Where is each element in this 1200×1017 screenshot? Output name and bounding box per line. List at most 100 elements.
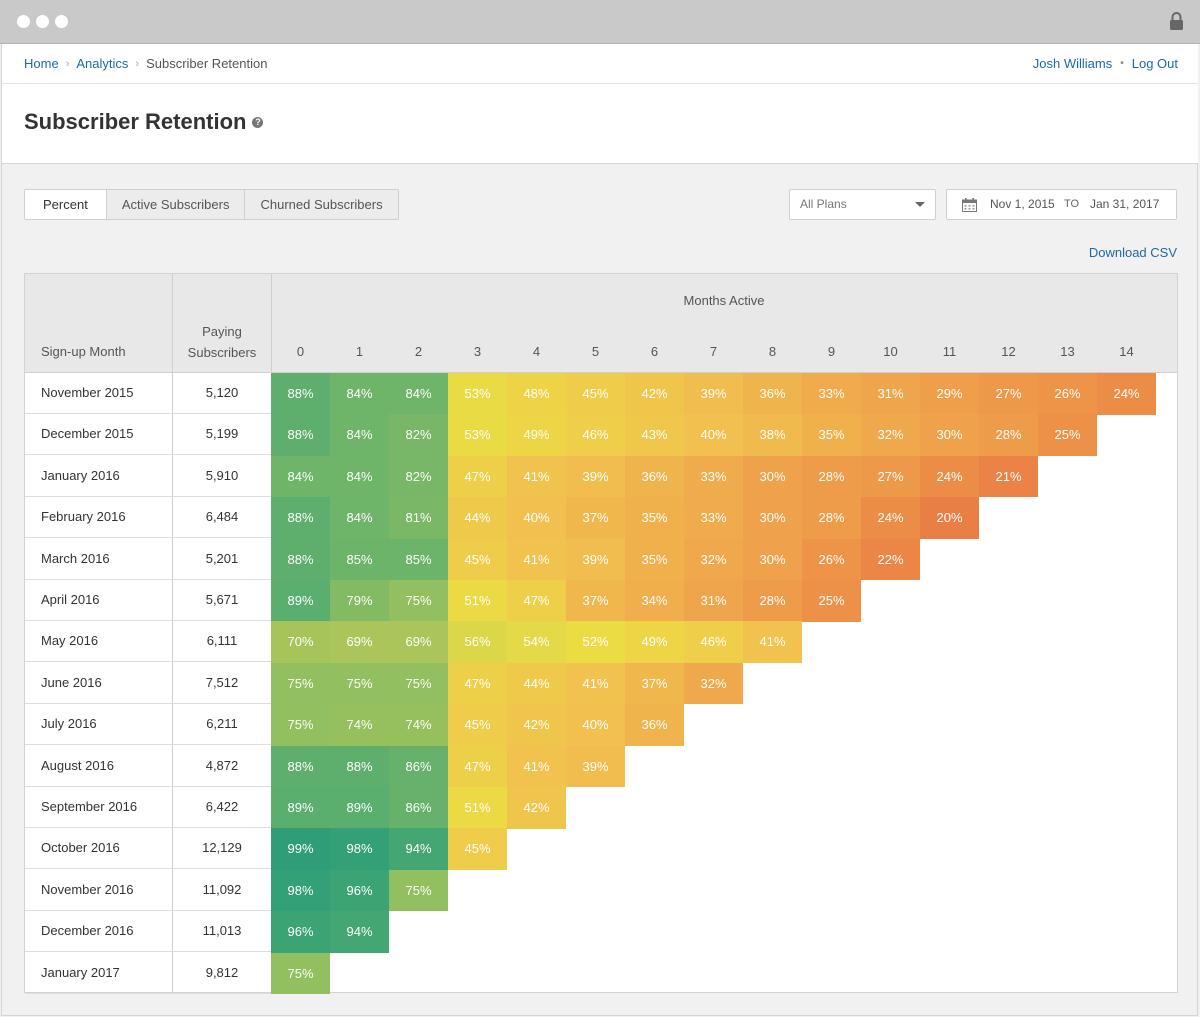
retention-cell: 88% (271, 497, 330, 539)
signup-month-cell: February 2016 (41, 509, 126, 525)
top-nav: Home › Analytics › Subscriber Retention … (2, 44, 1198, 84)
window-zoom-dot[interactable] (55, 15, 68, 28)
retention-cell: 88% (330, 745, 389, 788)
breadcrumb-current: Subscriber Retention (146, 56, 268, 71)
retention-table: Sign-up Month Paying Subscribers Months … (24, 273, 1178, 995)
retention-cell: 35% (625, 538, 684, 581)
retention-cell: 69% (330, 621, 389, 663)
month-number-header: 11 (942, 344, 957, 359)
retention-cell: 28% (979, 414, 1038, 456)
paying-subscribers-cell: 7,512 (205, 674, 239, 690)
table-row: January 2017 9,812 75% (25, 952, 1177, 995)
retention-cell: 27% (979, 373, 1038, 415)
plan-select-value: All Plans (800, 197, 847, 211)
retention-cell: 32% (684, 538, 743, 581)
retention-cell: 30% (743, 538, 802, 581)
date-to[interactable]: Jan 31, 2017 (1090, 197, 1160, 211)
retention-cell: 40% (566, 704, 625, 746)
retention-cell: 37% (625, 662, 684, 705)
retention-cell: 39% (566, 455, 625, 498)
logout-link[interactable]: Log Out (1131, 56, 1178, 71)
user-separator: • (1120, 58, 1124, 69)
tab-churned-subscribers[interactable]: Churned Subscribers (260, 197, 383, 212)
retention-cell: 69% (389, 621, 448, 663)
table-row: August 2016 4,872 88% 88% 86% 47% 41% 39% (25, 745, 1177, 788)
table-row: November 2016 11,092 98% 96% 75% (25, 869, 1177, 912)
paying-subscribers-cell: 6,484 (205, 509, 239, 525)
paying-subscribers-cell: 9,812 (205, 964, 239, 980)
paying-subscribers-cell: 6,211 (206, 716, 238, 732)
retention-cell: 37% (566, 497, 625, 539)
month-number-header: 3 (473, 344, 482, 359)
window-minimize-dot[interactable] (36, 15, 49, 28)
tab-active-subscribers[interactable]: Active Subscribers (107, 190, 246, 219)
paying-subscribers-cell: 11,013 (202, 923, 242, 939)
retention-cell: 86% (389, 745, 448, 788)
retention-cell: 20% (920, 497, 979, 539)
month-number-header: 6 (650, 344, 659, 359)
retention-cell: 74% (389, 704, 448, 746)
date-from[interactable]: Nov 1, 2015 (990, 197, 1055, 211)
retention-cell: 75% (389, 580, 448, 622)
breadcrumb: Home › Analytics › Subscriber Retention (24, 56, 267, 71)
month-number-header: 5 (591, 344, 600, 359)
retention-cell: 35% (802, 414, 861, 456)
help-icon[interactable]: ? (252, 116, 264, 128)
tab-percent[interactable]: Percent (25, 190, 107, 219)
retention-cell: 75% (271, 662, 330, 705)
app-frame: Home › Analytics › Subscriber Retention … (1, 44, 1198, 1016)
retention-cell: 42% (507, 787, 566, 829)
date-range-picker[interactable]: Nov 1, 2015 TO Jan 31, 2017 (946, 189, 1177, 220)
retention-cell: 45% (448, 828, 507, 870)
plan-select[interactable]: All Plans (789, 189, 936, 220)
calendar-icon (962, 198, 977, 212)
row-divider (25, 827, 271, 828)
signup-month-cell: August 2016 (41, 757, 115, 773)
breadcrumb-home[interactable]: Home (24, 56, 59, 71)
window-close-dot[interactable] (17, 15, 30, 28)
breadcrumb-separator: › (65, 57, 70, 70)
retention-cell: 25% (1038, 414, 1097, 456)
retention-cell: 81% (389, 497, 448, 539)
retention-cell: 41% (743, 621, 802, 663)
retention-cell: 86% (389, 787, 448, 829)
retention-cell: 43% (625, 414, 684, 456)
retention-cell: 47% (448, 662, 507, 705)
lock-icon (1170, 12, 1183, 30)
row-divider (25, 578, 271, 580)
retention-cell: 88% (271, 373, 330, 415)
retention-cell: 47% (448, 745, 507, 788)
paying-subscribers-cell: 5,199 (205, 426, 239, 442)
signup-month-cell: June 2016 (41, 674, 102, 690)
retention-cell: 36% (625, 704, 684, 746)
month-number-header: 0 (296, 344, 305, 359)
retention-cell: 51% (448, 787, 507, 829)
page-title: Subscriber Retention ? (24, 109, 264, 135)
table-row: July 2016 6,211 75% 74% 74% 45% 42% 40% 36% (25, 704, 1177, 746)
column-divider (271, 274, 272, 373)
retention-cell: 47% (448, 455, 507, 498)
signup-month-cell: October 2016 (41, 840, 120, 856)
user-name-link[interactable]: Josh Williams (1032, 56, 1113, 71)
retention-cell: 32% (684, 662, 743, 705)
breadcrumb-analytics[interactable]: Analytics (76, 56, 129, 71)
month-number-header: 12 (1001, 344, 1016, 359)
retention-cell: 98% (330, 828, 389, 870)
retention-cell: 29% (920, 373, 979, 415)
download-csv-link[interactable]: Download CSV (1088, 245, 1177, 260)
page-title-text: Subscriber Retention (24, 109, 247, 134)
retention-cell: 31% (861, 373, 920, 415)
retention-cell: 44% (507, 662, 566, 705)
user-menu: Josh Williams • Log Out (1033, 56, 1178, 71)
retention-cell: 89% (271, 787, 330, 829)
retention-cell: 99% (271, 828, 330, 870)
retention-cell: 28% (802, 497, 861, 539)
retention-cell: 40% (507, 497, 566, 539)
retention-cell: 53% (448, 414, 507, 456)
retention-cell: 84% (330, 414, 389, 456)
retention-cell: 84% (330, 455, 389, 498)
retention-cell: 88% (271, 538, 330, 581)
signup-month-cell: January 2016 (41, 467, 120, 483)
retention-cell: 45% (448, 704, 507, 746)
column-header-signup-month: Sign-up Month (41, 344, 126, 359)
